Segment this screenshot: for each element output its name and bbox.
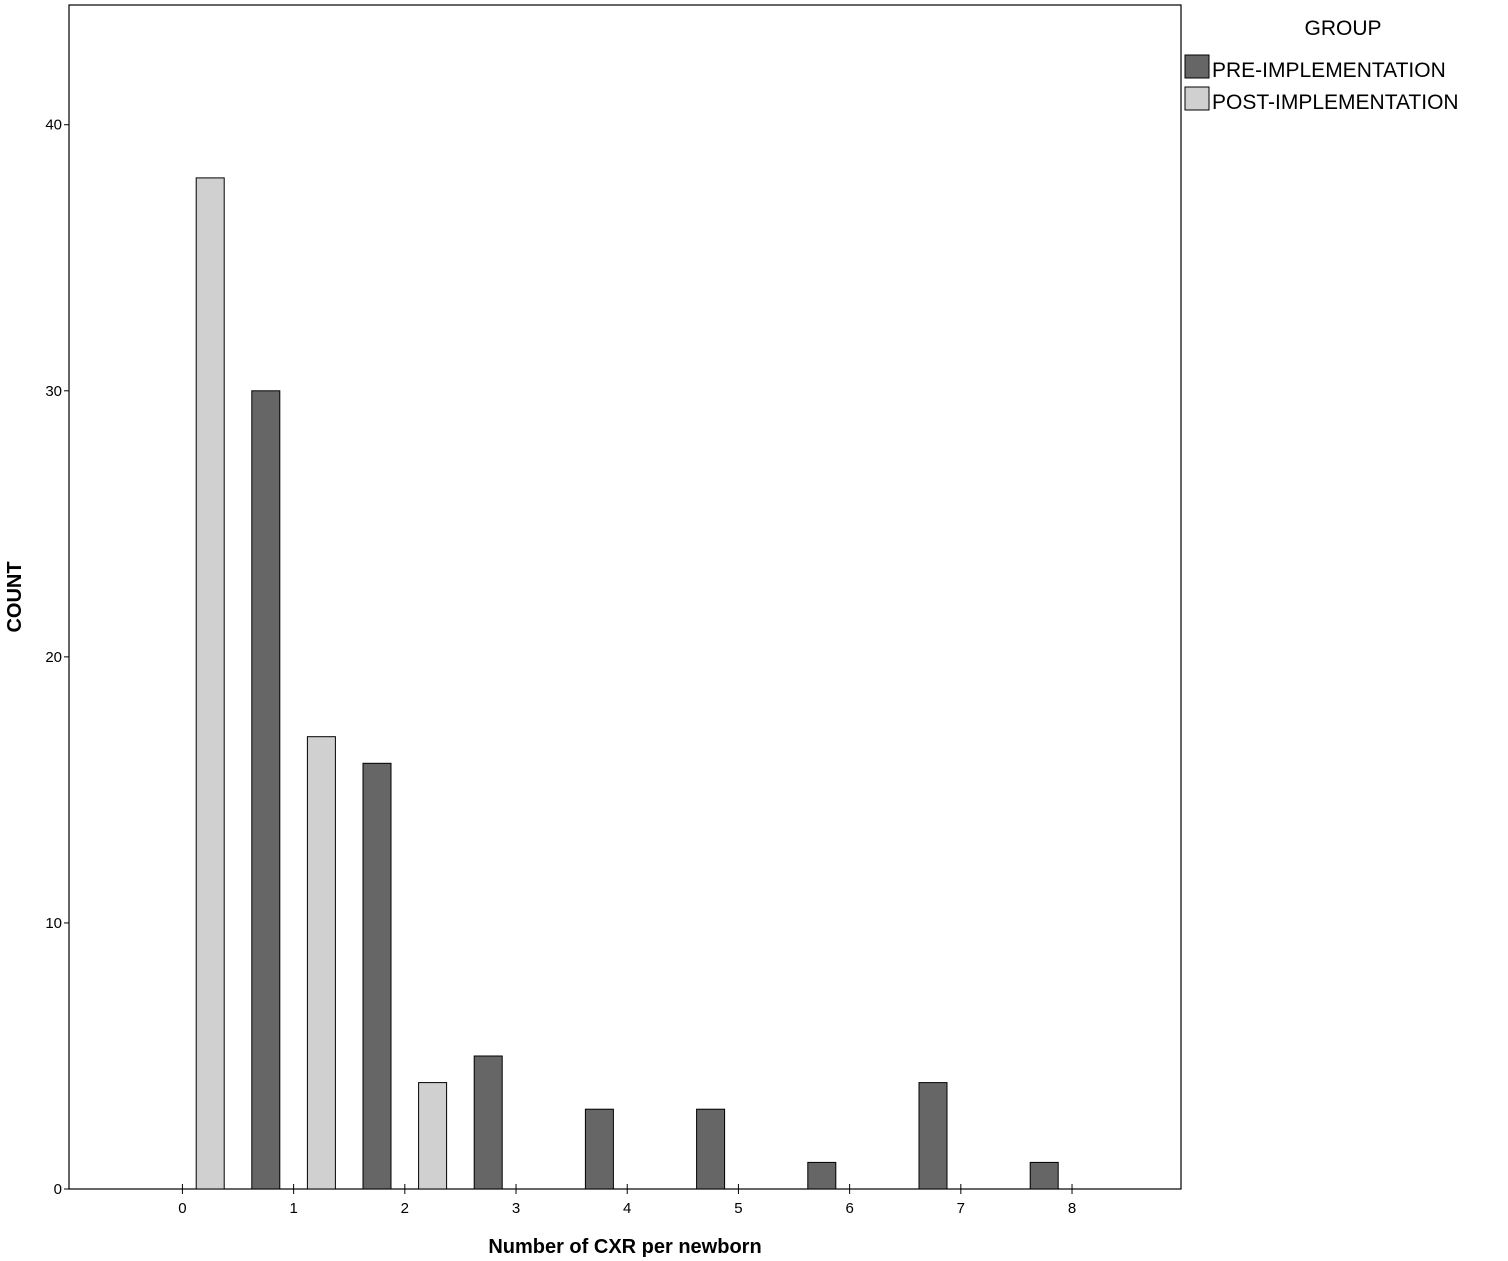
- legend-swatch-post: [1184, 86, 1210, 111]
- y-tick-label: 40: [45, 117, 62, 134]
- bar-pre-3: [473, 1055, 503, 1190]
- x-tick-label: 8: [1068, 1200, 1076, 1217]
- bar-post-1: [306, 736, 336, 1190]
- y-tick-label: 20: [45, 649, 62, 666]
- bar-post-2: [418, 1082, 448, 1190]
- bars-layer: [195, 177, 1059, 1190]
- bar-post-0: [195, 177, 225, 1190]
- legend-label-post: POST-IMPLEMENTATION: [1212, 91, 1459, 114]
- legend-label-pre: PRE-IMPLEMENTATION: [1212, 59, 1446, 82]
- bar-pre-2: [362, 762, 392, 1190]
- x-tick-label: 4: [623, 1200, 631, 1217]
- bar-pre-1: [251, 390, 281, 1190]
- x-tick-label: 0: [178, 1200, 186, 1217]
- bar-pre-4: [584, 1108, 614, 1190]
- x-tick-label: 6: [845, 1200, 853, 1217]
- y-tick-label: 0: [54, 1181, 62, 1198]
- legend-swatch-pre: [1184, 54, 1210, 79]
- bar-pre-5: [696, 1108, 726, 1190]
- legend-title: GROUP: [1304, 17, 1381, 40]
- x-axis: 0 1 2 3 4 5 6 7 8: [178, 1184, 1076, 1217]
- x-tick-label: 1: [289, 1200, 297, 1217]
- y-axis: 0 10 20 30 40: [45, 117, 69, 1198]
- bar-pre-8: [1029, 1161, 1059, 1190]
- plot-frame: [68, 4, 1182, 1190]
- bar-pre-6: [807, 1161, 837, 1190]
- x-axis-title: Number of CXR per newborn: [488, 1236, 761, 1258]
- x-tick-label: 7: [957, 1200, 965, 1217]
- legend: GROUP PRE-IMPLEMENTATION POST-IMPLEMENTA…: [1184, 17, 1459, 114]
- x-tick-label: 2: [401, 1200, 409, 1217]
- x-tick-label: 5: [734, 1200, 742, 1217]
- x-tick-label: 3: [512, 1200, 520, 1217]
- y-tick-label: 10: [45, 915, 62, 932]
- y-axis-title: COUNT: [4, 561, 26, 632]
- bar-pre-7: [918, 1082, 948, 1190]
- y-tick-label: 30: [45, 383, 62, 400]
